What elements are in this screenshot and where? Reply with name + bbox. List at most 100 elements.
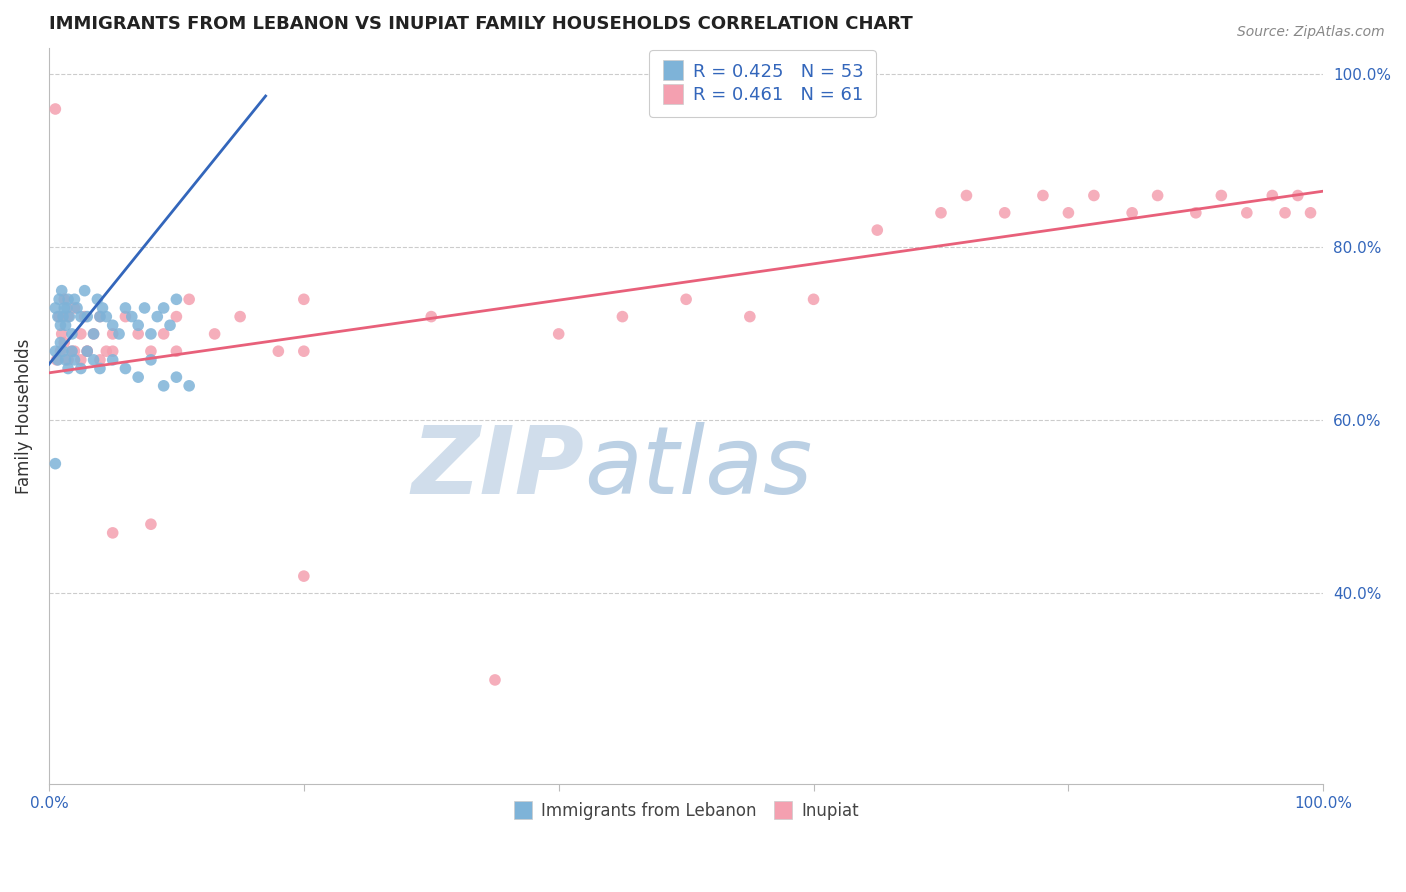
Point <box>44 457 66 471</box>
Point <box>52 344 75 359</box>
Point <box>63 301 86 315</box>
Point <box>45 352 67 367</box>
Point <box>179 293 201 307</box>
Point <box>101 326 124 341</box>
Y-axis label: Family Households: Family Households <box>15 338 32 494</box>
Point <box>52 310 75 324</box>
Point <box>866 223 889 237</box>
Point <box>139 517 162 532</box>
Point <box>420 310 443 324</box>
Point <box>76 344 98 359</box>
Point <box>547 326 569 341</box>
Point <box>44 301 66 315</box>
Point <box>108 326 131 341</box>
Point <box>63 352 86 367</box>
Point <box>955 188 977 202</box>
Text: Source: ZipAtlas.com: Source: ZipAtlas.com <box>1237 25 1385 39</box>
Point <box>675 293 697 307</box>
Text: ZIP: ZIP <box>412 422 583 514</box>
Point <box>152 379 174 393</box>
Point <box>63 293 86 307</box>
Point <box>101 344 124 359</box>
Point <box>146 310 169 324</box>
Point <box>101 525 124 540</box>
Point <box>114 361 136 376</box>
Point <box>83 326 105 341</box>
Point <box>60 344 83 359</box>
Point <box>56 352 79 367</box>
Point <box>73 310 96 324</box>
Point <box>1261 188 1284 202</box>
Point <box>1299 206 1322 220</box>
Point <box>152 326 174 341</box>
Point <box>101 352 124 367</box>
Point <box>48 293 70 307</box>
Point <box>91 301 114 315</box>
Point <box>1083 188 1105 202</box>
Point <box>89 352 111 367</box>
Legend: Immigrants from Lebanon, Inupiat: Immigrants from Lebanon, Inupiat <box>506 796 866 827</box>
Point <box>1236 206 1258 220</box>
Point <box>53 335 76 350</box>
Point <box>179 379 201 393</box>
Point <box>165 344 187 359</box>
Point <box>48 310 70 324</box>
Point <box>292 293 315 307</box>
Point <box>69 361 91 376</box>
Point <box>86 293 108 307</box>
Point <box>114 301 136 315</box>
Point <box>165 293 187 307</box>
Point <box>165 370 187 384</box>
Point <box>1211 188 1233 202</box>
Point <box>1286 188 1309 202</box>
Point <box>101 318 124 333</box>
Point <box>51 326 73 341</box>
Point <box>60 344 83 359</box>
Point <box>83 326 105 341</box>
Point <box>44 344 66 359</box>
Point <box>46 310 69 324</box>
Text: atlas: atlas <box>583 422 813 513</box>
Point <box>165 310 187 324</box>
Point <box>69 352 91 367</box>
Point <box>292 344 315 359</box>
Point <box>44 102 66 116</box>
Point <box>994 206 1017 220</box>
Point <box>612 310 634 324</box>
Point <box>83 352 105 367</box>
Point <box>56 301 79 315</box>
Point <box>738 310 761 324</box>
Point <box>96 344 118 359</box>
Point <box>127 370 149 384</box>
Point <box>121 310 143 324</box>
Point <box>46 352 69 367</box>
Point <box>58 310 80 324</box>
Point <box>55 352 77 367</box>
Point <box>484 673 506 687</box>
Point <box>69 310 91 324</box>
Point <box>1146 188 1168 202</box>
Point <box>76 344 98 359</box>
Point <box>139 352 162 367</box>
Point <box>89 310 111 324</box>
Point <box>127 318 149 333</box>
Point <box>1274 206 1296 220</box>
Point <box>66 301 89 315</box>
Point <box>292 569 315 583</box>
Point <box>53 293 76 307</box>
Point <box>1185 206 1208 220</box>
Point <box>73 284 96 298</box>
Point <box>56 361 79 376</box>
Point <box>76 310 98 324</box>
Point <box>60 326 83 341</box>
Point <box>229 310 252 324</box>
Point <box>96 310 118 324</box>
Point <box>267 344 290 359</box>
Point <box>69 326 91 341</box>
Point <box>51 284 73 298</box>
Point <box>63 344 86 359</box>
Point <box>114 310 136 324</box>
Point <box>139 326 162 341</box>
Point <box>139 344 162 359</box>
Point <box>56 293 79 307</box>
